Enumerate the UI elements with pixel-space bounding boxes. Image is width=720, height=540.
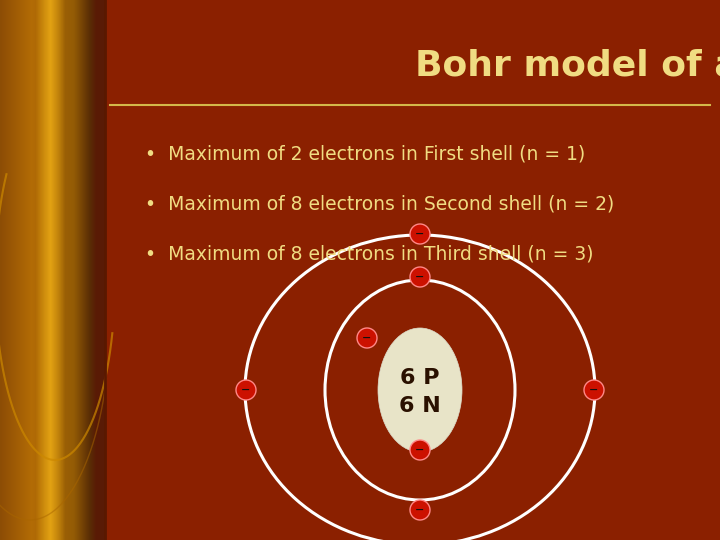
Text: Bohr model of an Atom: Bohr model of an Atom xyxy=(415,48,720,82)
Text: −: − xyxy=(241,385,251,395)
Text: •  Maximum of 2 electrons in First shell (n = 1): • Maximum of 2 electrons in First shell … xyxy=(145,145,585,164)
Ellipse shape xyxy=(236,380,256,400)
Text: •  Maximum of 8 electrons in Second shell (n = 2): • Maximum of 8 electrons in Second shell… xyxy=(145,195,614,214)
Text: −: − xyxy=(415,505,425,515)
Ellipse shape xyxy=(410,267,430,287)
Ellipse shape xyxy=(410,224,430,244)
Text: −: − xyxy=(589,385,599,395)
Text: 6 N: 6 N xyxy=(399,396,441,416)
Text: •  Maximum of 8 electrons in Third shell (n = 3): • Maximum of 8 electrons in Third shell … xyxy=(145,245,593,264)
Ellipse shape xyxy=(410,500,430,520)
Text: −: − xyxy=(362,333,372,343)
Ellipse shape xyxy=(584,380,604,400)
Ellipse shape xyxy=(378,328,462,452)
Text: 6 P: 6 P xyxy=(400,368,440,388)
Ellipse shape xyxy=(357,328,377,348)
Text: −: − xyxy=(415,229,425,239)
Text: −: − xyxy=(415,445,425,455)
Text: −: − xyxy=(415,272,425,282)
Ellipse shape xyxy=(410,440,430,460)
